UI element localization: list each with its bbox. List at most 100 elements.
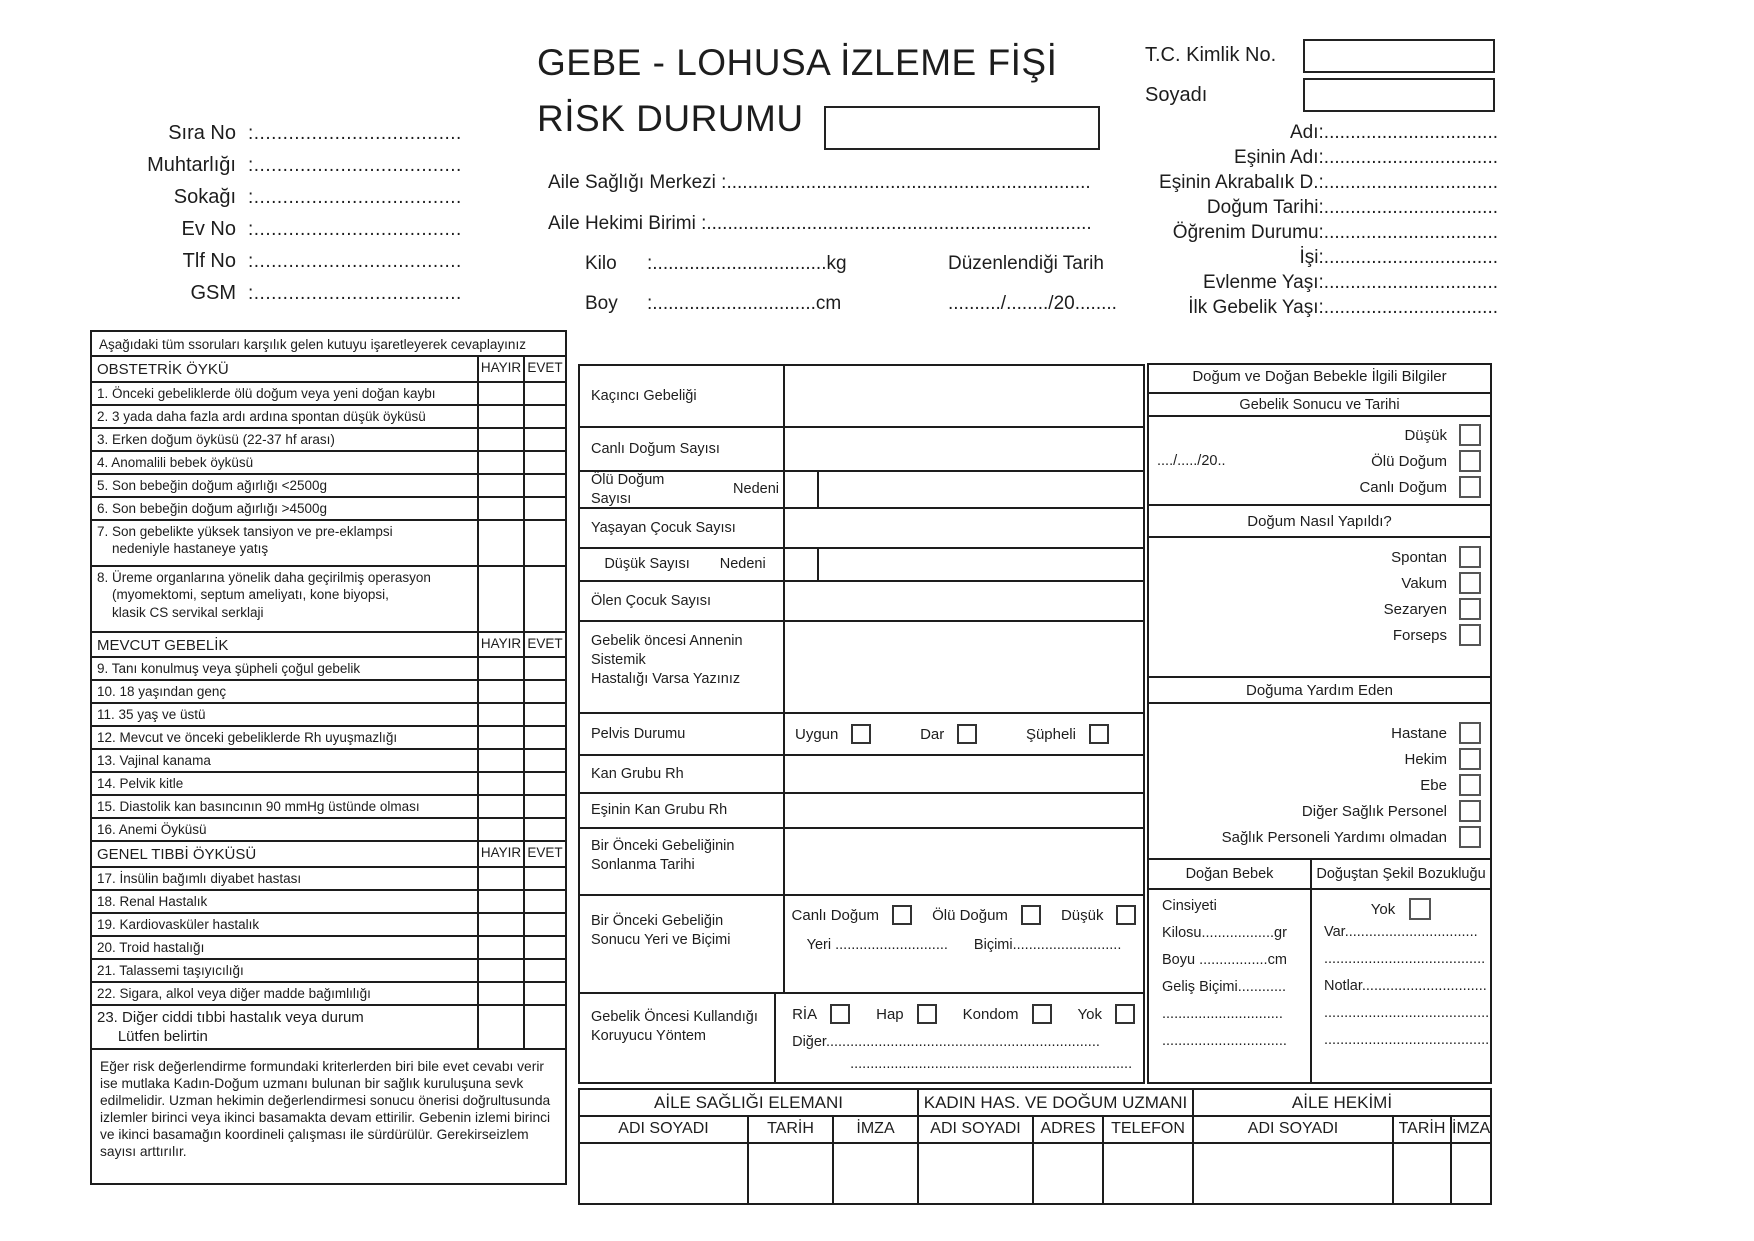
field-fill-line[interactable]: :.................................... bbox=[248, 155, 462, 176]
evet-answer-cell[interactable] bbox=[523, 474, 565, 496]
fill-line[interactable]: ........................................… bbox=[1324, 1005, 1490, 1021]
evet-answer-cell[interactable]: EVET bbox=[523, 842, 565, 866]
signature-cell[interactable] bbox=[832, 1144, 917, 1203]
signature-cell[interactable] bbox=[1450, 1144, 1490, 1203]
field-fill-line[interactable]: :................................. bbox=[1318, 247, 1498, 268]
hayir-answer-cell[interactable] bbox=[477, 704, 523, 725]
checkbox[interactable] bbox=[1459, 424, 1481, 446]
checkbox[interactable] bbox=[1459, 748, 1481, 770]
signature-cell[interactable] bbox=[1392, 1144, 1450, 1203]
hayir-answer-cell[interactable] bbox=[477, 382, 523, 404]
signature-cell[interactable] bbox=[1102, 1144, 1192, 1203]
field-fill-line[interactable]: :................................. bbox=[1318, 222, 1498, 243]
field-fill-line[interactable]: :.................................... bbox=[248, 283, 462, 304]
risk-status-box[interactable] bbox=[824, 106, 1100, 150]
checkbox[interactable] bbox=[1020, 905, 1041, 925]
field-fill-line[interactable]: :................................. bbox=[1318, 297, 1498, 318]
evet-answer-cell[interactable]: EVET bbox=[523, 632, 565, 656]
evet-answer-cell[interactable] bbox=[523, 727, 565, 748]
fill-line[interactable]: ........................................ bbox=[1324, 951, 1486, 967]
row-value-cell[interactable] bbox=[785, 366, 1143, 426]
fill-line[interactable]: ........................................… bbox=[1324, 1032, 1490, 1048]
checkbox[interactable] bbox=[1459, 572, 1481, 594]
evet-answer-cell[interactable] bbox=[523, 750, 565, 771]
evet-answer-cell[interactable] bbox=[523, 773, 565, 794]
yeri-fill-line[interactable]: Yeri ............................ bbox=[806, 937, 948, 953]
kilo-field[interactable]: Kilo :.................................k… bbox=[585, 253, 847, 275]
fill-line[interactable]: .............................. bbox=[1162, 1006, 1283, 1022]
signature-cell[interactable] bbox=[1192, 1144, 1392, 1203]
row-value-cell[interactable] bbox=[785, 756, 1143, 792]
checkbox[interactable] bbox=[1031, 1004, 1052, 1024]
nedeni-cell[interactable] bbox=[819, 549, 1143, 580]
fill-line[interactable]: Notlar............................... bbox=[1324, 978, 1487, 994]
checkbox[interactable] bbox=[1459, 800, 1481, 822]
checkbox[interactable] bbox=[1116, 905, 1137, 925]
checkbox[interactable] bbox=[1459, 774, 1481, 796]
row-value-cell[interactable] bbox=[785, 428, 1143, 470]
tc-kimlik-input-box[interactable] bbox=[1303, 39, 1495, 73]
bicimi-fill-line[interactable]: Biçimi........................... bbox=[973, 937, 1122, 953]
hayir-answer-cell[interactable] bbox=[477, 890, 523, 912]
hayir-answer-cell[interactable] bbox=[477, 727, 523, 748]
hayir-answer-cell[interactable] bbox=[477, 520, 523, 565]
field-fill-line[interactable]: :................................. bbox=[1318, 197, 1498, 218]
hayir-answer-cell[interactable] bbox=[477, 913, 523, 935]
hayir-answer-cell[interactable] bbox=[477, 867, 523, 889]
evet-answer-cell[interactable] bbox=[523, 796, 565, 817]
row-value-cell[interactable] bbox=[785, 509, 1143, 547]
checkbox[interactable] bbox=[1459, 476, 1481, 498]
field-fill-line[interactable]: :.................................... bbox=[248, 251, 462, 272]
evet-answer-cell[interactable] bbox=[523, 428, 565, 450]
row-value-cell[interactable] bbox=[785, 829, 1143, 894]
boy-fill-line[interactable]: :...............................cm bbox=[647, 293, 842, 314]
evet-answer-cell[interactable] bbox=[523, 451, 565, 473]
hayir-answer-cell[interactable] bbox=[477, 796, 523, 817]
checkbox[interactable] bbox=[1088, 724, 1109, 744]
fill-line[interactable]: Var................................. bbox=[1324, 924, 1478, 940]
checkbox[interactable] bbox=[916, 1004, 937, 1024]
signature-cell[interactable] bbox=[1032, 1144, 1102, 1203]
evet-answer-cell[interactable] bbox=[523, 382, 565, 404]
diger-fill-line[interactable]: Diğer...................................… bbox=[792, 1034, 1100, 1050]
soyadi-input-box[interactable] bbox=[1303, 78, 1495, 112]
checkbox[interactable] bbox=[1459, 546, 1481, 568]
row-value-cell[interactable] bbox=[785, 794, 1143, 827]
hayir-answer-cell[interactable] bbox=[477, 474, 523, 496]
hayir-answer-cell[interactable] bbox=[477, 451, 523, 473]
hayir-answer-cell[interactable] bbox=[477, 1005, 523, 1048]
signature-cell[interactable] bbox=[747, 1144, 832, 1203]
evet-answer-cell[interactable] bbox=[523, 520, 565, 565]
checkbox[interactable] bbox=[957, 724, 978, 744]
fill-line[interactable]: ............................... bbox=[1162, 1033, 1287, 1049]
hayir-answer-cell[interactable] bbox=[477, 405, 523, 427]
field-fill-line[interactable]: :.................................... bbox=[248, 219, 462, 240]
checkbox[interactable] bbox=[1115, 1004, 1135, 1024]
signature-cell[interactable] bbox=[917, 1144, 1032, 1203]
evet-answer-cell[interactable] bbox=[523, 913, 565, 935]
fill-line[interactable]: Cinsiyeti bbox=[1162, 898, 1217, 914]
kilo-fill-line[interactable]: :.................................kg bbox=[647, 253, 847, 274]
tarih-fill-line[interactable]: ........../......../20........ bbox=[948, 293, 1117, 314]
checkbox[interactable] bbox=[1459, 826, 1481, 848]
evet-answer-cell[interactable] bbox=[523, 959, 565, 981]
evet-answer-cell[interactable] bbox=[523, 405, 565, 427]
row-value-cell[interactable] bbox=[785, 622, 1143, 712]
count-cell[interactable] bbox=[785, 549, 819, 580]
fill-line[interactable]: Geliş Biçimi............ bbox=[1162, 979, 1287, 995]
hayir-answer-cell[interactable]: HAYIR bbox=[477, 357, 523, 381]
evet-answer-cell[interactable] bbox=[523, 497, 565, 519]
evet-answer-cell[interactable] bbox=[523, 982, 565, 1004]
fill-line[interactable]: Boyu .................cm bbox=[1162, 952, 1287, 968]
evet-answer-cell[interactable]: EVET bbox=[523, 357, 565, 381]
field-fill-line[interactable]: :................................. bbox=[1318, 122, 1498, 143]
evet-answer-cell[interactable] bbox=[523, 658, 565, 679]
evet-answer-cell[interactable] bbox=[523, 890, 565, 912]
field-fill-line[interactable]: :.................................... bbox=[248, 187, 462, 208]
evet-answer-cell[interactable] bbox=[523, 704, 565, 725]
signature-cell[interactable] bbox=[580, 1144, 747, 1203]
asm-field[interactable]: Aile Sağlığı Merkezi :..................… bbox=[548, 172, 1091, 193]
evet-answer-cell[interactable] bbox=[523, 566, 565, 631]
hayir-answer-cell[interactable] bbox=[477, 658, 523, 679]
fill-line[interactable]: Kilosu..................gr bbox=[1162, 925, 1287, 941]
